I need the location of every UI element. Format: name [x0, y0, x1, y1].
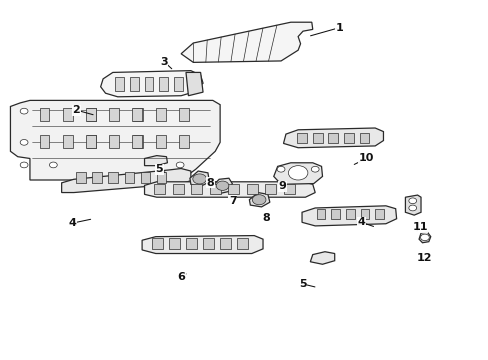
- Bar: [360, 210, 368, 220]
- Text: 5: 5: [155, 164, 163, 174]
- Circle shape: [408, 198, 416, 204]
- Bar: [173, 77, 182, 91]
- Bar: [312, 133, 322, 143]
- Bar: [191, 184, 202, 194]
- Polygon shape: [10, 100, 220, 180]
- Bar: [157, 172, 166, 183]
- Bar: [374, 210, 383, 220]
- Bar: [63, 135, 73, 148]
- Text: 11: 11: [411, 222, 427, 232]
- Text: 3: 3: [160, 57, 167, 67]
- Bar: [124, 172, 134, 183]
- Bar: [246, 184, 257, 194]
- Bar: [86, 135, 96, 148]
- Bar: [141, 172, 150, 183]
- Bar: [40, 108, 49, 121]
- Bar: [179, 108, 188, 121]
- Bar: [284, 184, 294, 194]
- Polygon shape: [181, 22, 312, 62]
- Polygon shape: [61, 168, 190, 193]
- Polygon shape: [283, 128, 383, 148]
- Polygon shape: [142, 235, 263, 253]
- Bar: [108, 172, 118, 183]
- Bar: [359, 133, 368, 143]
- Bar: [132, 108, 142, 121]
- Bar: [86, 135, 96, 148]
- Text: 4: 4: [357, 217, 365, 227]
- Bar: [185, 238, 196, 249]
- Bar: [265, 184, 276, 194]
- Circle shape: [20, 139, 28, 145]
- Bar: [168, 238, 179, 249]
- Bar: [228, 184, 239, 194]
- Text: 1: 1: [335, 23, 343, 33]
- Text: 8: 8: [262, 213, 270, 222]
- Circle shape: [216, 181, 228, 190]
- Circle shape: [20, 108, 28, 114]
- Circle shape: [49, 162, 57, 168]
- Bar: [133, 135, 142, 148]
- Bar: [86, 108, 96, 121]
- Polygon shape: [273, 163, 322, 184]
- Polygon shape: [405, 195, 420, 215]
- Bar: [237, 238, 247, 249]
- Bar: [115, 77, 124, 91]
- Circle shape: [252, 195, 265, 205]
- Bar: [156, 108, 165, 121]
- Polygon shape: [101, 71, 203, 97]
- Polygon shape: [211, 178, 232, 194]
- Text: 6: 6: [177, 272, 184, 282]
- Polygon shape: [185, 72, 203, 96]
- Bar: [109, 108, 119, 121]
- Bar: [40, 135, 49, 148]
- Text: 8: 8: [206, 178, 214, 188]
- Bar: [345, 210, 354, 220]
- Bar: [152, 238, 162, 249]
- Bar: [220, 238, 230, 249]
- Bar: [316, 210, 325, 220]
- Bar: [109, 135, 119, 148]
- Bar: [209, 184, 220, 194]
- Bar: [133, 108, 142, 121]
- Circle shape: [176, 162, 183, 168]
- Bar: [132, 135, 142, 148]
- Polygon shape: [189, 171, 209, 186]
- Bar: [330, 210, 339, 220]
- Bar: [130, 77, 139, 91]
- Circle shape: [277, 166, 285, 172]
- Text: 7: 7: [228, 196, 236, 206]
- Text: 5: 5: [299, 279, 306, 289]
- Text: 9: 9: [278, 181, 286, 192]
- Bar: [343, 133, 353, 143]
- Text: 12: 12: [416, 253, 432, 263]
- Text: 10: 10: [358, 153, 373, 163]
- Circle shape: [20, 162, 28, 168]
- Bar: [144, 77, 153, 91]
- Circle shape: [192, 174, 206, 184]
- Bar: [297, 133, 306, 143]
- Polygon shape: [144, 156, 167, 166]
- Bar: [172, 184, 183, 194]
- Polygon shape: [249, 193, 269, 207]
- Bar: [328, 133, 337, 143]
- Bar: [63, 108, 73, 121]
- Bar: [159, 77, 167, 91]
- Polygon shape: [418, 232, 430, 243]
- Bar: [154, 184, 164, 194]
- Text: 4: 4: [69, 218, 77, 228]
- Text: 2: 2: [72, 105, 80, 115]
- Polygon shape: [302, 206, 396, 226]
- Polygon shape: [310, 252, 334, 264]
- Circle shape: [311, 166, 319, 172]
- Bar: [179, 135, 188, 148]
- Bar: [86, 108, 96, 121]
- Circle shape: [408, 205, 416, 211]
- Polygon shape: [144, 182, 315, 197]
- Circle shape: [288, 166, 307, 180]
- Bar: [76, 172, 86, 183]
- Bar: [203, 238, 213, 249]
- Bar: [92, 172, 102, 183]
- Bar: [156, 135, 165, 148]
- Circle shape: [420, 234, 428, 240]
